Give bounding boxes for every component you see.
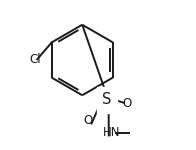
Text: S: S xyxy=(102,92,112,107)
Text: HN: HN xyxy=(103,126,120,139)
Text: Cl: Cl xyxy=(29,53,41,66)
Text: O: O xyxy=(84,114,93,127)
Text: O: O xyxy=(123,97,132,110)
